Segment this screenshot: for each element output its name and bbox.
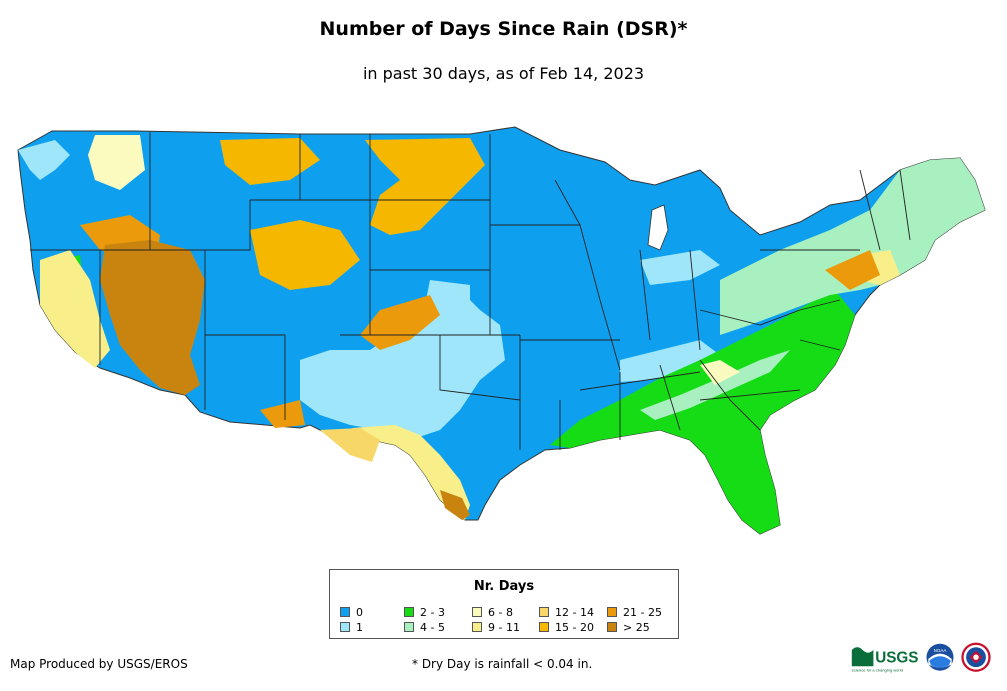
legend-swatch-0 [340,607,350,617]
legend-swatch-6-8 [472,607,482,617]
dsr-over-25-region [100,240,205,395]
noaa-wordmark: NOAA [934,648,947,653]
footnote-text: * Dry Day is rainfall < 0.04 in. [412,657,593,671]
usgs-tagline: science for a changing world [852,668,903,673]
dsr-6-11-regions [40,135,900,520]
legend-item-12-14: 12 - 14 [539,607,594,618]
legend-swatch-over-25 [607,622,617,632]
usgs-logo: USGS science for a changing world [851,647,919,673]
legend-item-4-5: 4 - 5 [404,622,445,633]
legend-swatch-9-11 [472,622,482,632]
legend-swatch-21-25 [607,607,617,617]
legend-item-21-25: 21 - 25 [607,607,662,618]
legend-item-0: 0 [340,607,363,618]
legend-swatch-4-5 [404,622,414,632]
legend-item-15-20: 15 - 20 [539,622,594,633]
legend-item-1: 1 [340,622,363,633]
legend-item-9-11: 9 - 11 [472,622,520,633]
dsr-2-3-region [550,290,855,534]
legend-item-2-3: 2 - 3 [404,607,445,618]
legend: Nr. Days 0 1 2 - 3 4 - 5 6 - 8 9 - 11 12… [329,569,679,639]
nws-logo [961,642,991,672]
legend-item-over-25: > 25 [607,622,650,633]
credit-text: Map Produced by USGS/EROS [10,657,188,671]
map-subtitle: in past 30 days, as of Feb 14, 2023 [362,64,645,83]
usgs-wordmark: USGS [875,650,918,667]
legend-swatch-12-14 [539,607,549,617]
legend-swatch-2-3 [404,607,414,617]
dsr-over-25-texas [440,490,470,520]
noaa-logo: NOAA [926,643,954,671]
legend-swatch-1 [340,622,350,632]
legend-item-6-8: 6 - 8 [472,607,513,618]
agency-logos: USGS science for a changing world NOAA [851,642,991,673]
legend-title: Nr. Days [473,579,535,594]
map-title: Number of Days Since Rain (DSR)* [319,18,688,40]
legend-swatch-15-20 [539,622,549,632]
us-dsr-map [17,126,986,535]
usgs-wave-icon [851,647,874,667]
state-boundaries [30,132,911,450]
lake-michigan [647,204,669,251]
